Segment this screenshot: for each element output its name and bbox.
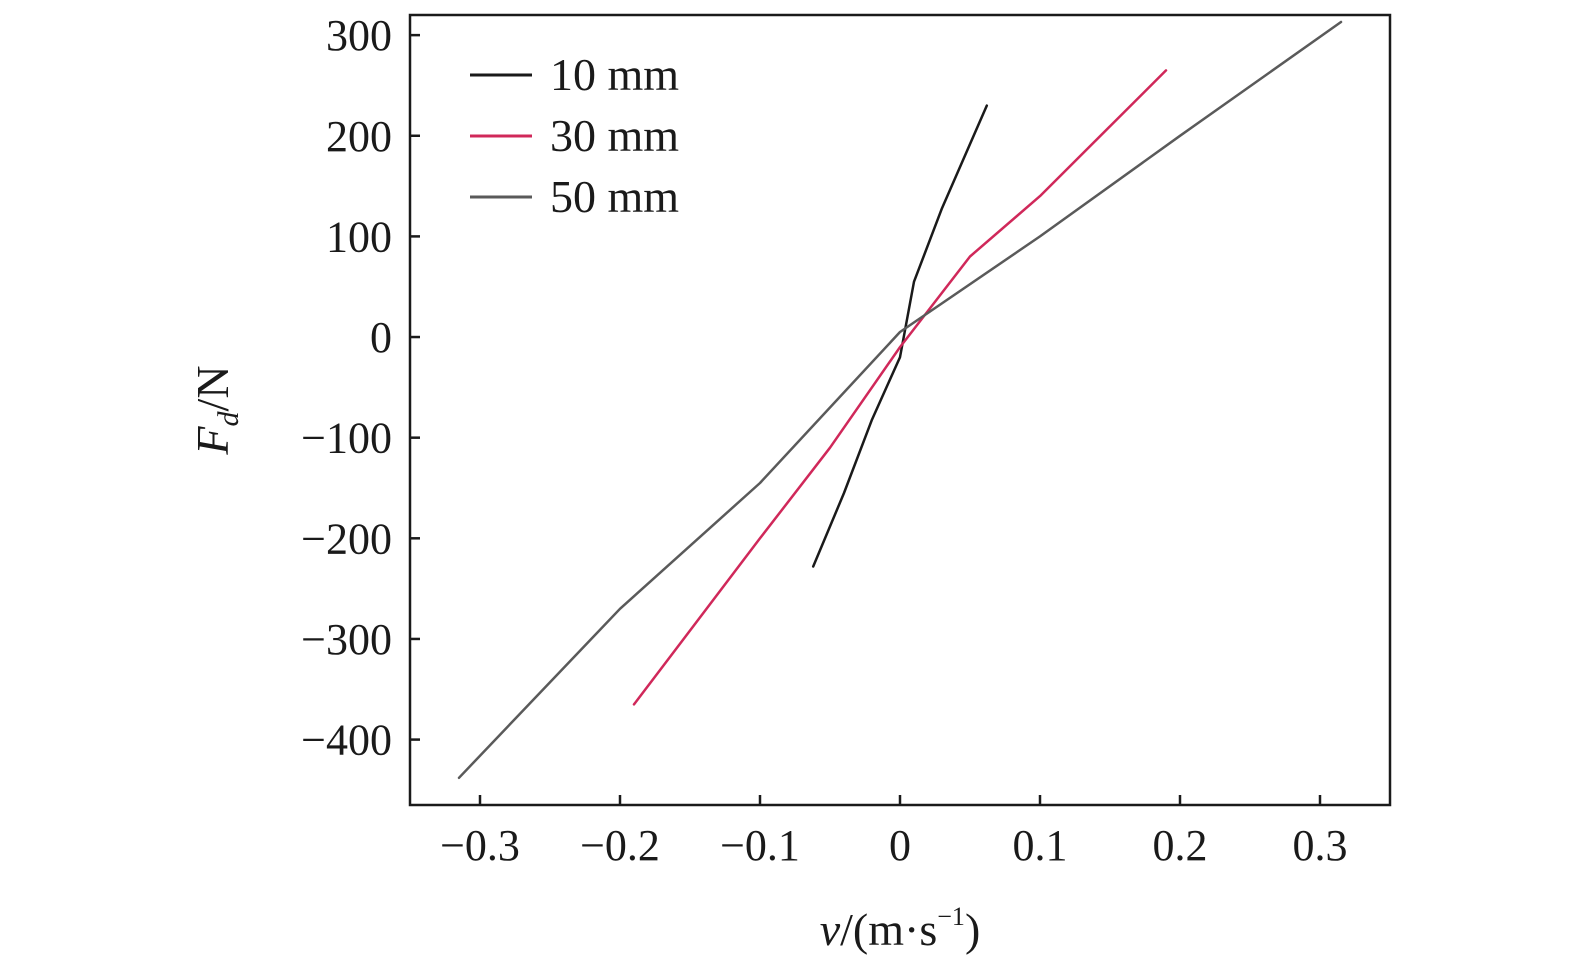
- y-tick-label: 200: [326, 112, 392, 161]
- x-tick-label: −0.3: [440, 821, 520, 870]
- series-line-10-mm: [811, 104, 989, 568]
- y-axis: 300 200 100 0 −100 −200 −300 −400: [301, 11, 420, 765]
- y-tick-label: 100: [326, 212, 392, 261]
- y-axis-label-sub: d: [212, 410, 245, 426]
- legend-label: 30 mm: [550, 110, 679, 161]
- y-axis-label-var: F: [187, 426, 238, 456]
- legend: 10 mm 30 mm 50 mm: [470, 49, 679, 222]
- x-tick-label: 0.3: [1293, 821, 1348, 870]
- series-line-50-mm: [457, 20, 1343, 780]
- y-axis-label-unit: /N: [187, 365, 238, 411]
- y-tick-label: −100: [301, 414, 392, 463]
- x-axis: −0.3 −0.2 −0.1 0 0.1 0.2 0.3: [440, 795, 1348, 870]
- y-tick-label: −300: [301, 615, 392, 664]
- y-tick-label: −200: [301, 514, 392, 563]
- x-tick-label: −0.2: [580, 821, 660, 870]
- legend-label: 50 mm: [550, 171, 679, 222]
- series-lines: [457, 20, 1343, 780]
- legend-label: 10 mm: [550, 49, 679, 100]
- y-tick-label: 0: [370, 313, 392, 362]
- x-axis-label-close: ): [965, 904, 980, 955]
- x-axis-label-var: v: [820, 904, 841, 955]
- x-tick-label: 0.1: [1013, 821, 1068, 870]
- y-axis-label: Fd/N: [187, 365, 245, 455]
- x-tick-label: −0.1: [720, 821, 800, 870]
- x-axis-label-unit: /(m·s: [840, 904, 937, 955]
- x-tick-label: 0: [889, 821, 911, 870]
- x-tick-label: 0.2: [1153, 821, 1208, 870]
- y-tick-label: −400: [301, 716, 392, 765]
- x-axis-label: v/(m·s−1): [820, 902, 981, 955]
- y-tick-label: 300: [326, 11, 392, 60]
- series-line-30-mm: [632, 69, 1168, 706]
- x-axis-label-exp: −1: [937, 902, 965, 931]
